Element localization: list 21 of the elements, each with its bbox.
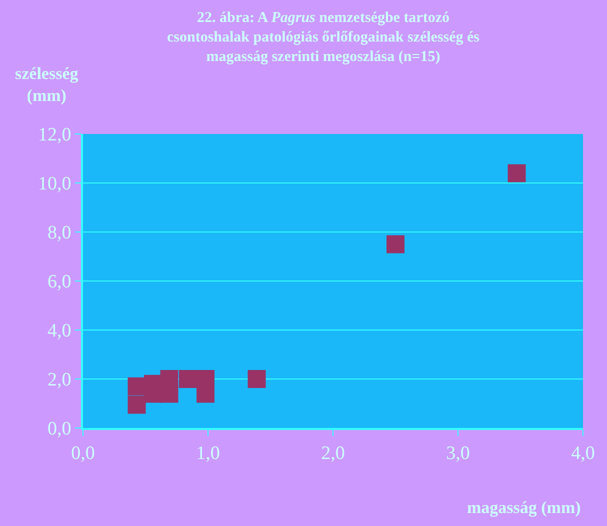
y-tick-label: 6,0 [47,272,72,293]
x-tick-label: 3,0 [446,442,470,464]
point [248,370,266,388]
point [179,370,197,388]
point [128,396,146,414]
x-tick-label: 0,0 [71,442,95,464]
x-axis-title: magasság (mm) [467,498,581,517]
y-tick-label: 8,0 [47,222,72,244]
point [386,235,404,254]
y-tick-label: 0,0 [47,418,72,440]
y-tick-label: 10,0 [38,174,72,195]
point [508,164,526,182]
y-tick-label: 2,0 [47,370,72,391]
point [160,384,178,403]
chart-title: 22. ábra: A Pagrus nemzetségbe tartozó csontoshalak patológiás őrlőfogainak szélesség és magasság szerinti megoszlása (n=15) [167,10,480,65]
y-axis-title: szélesség (mm) [15,64,79,106]
x-tick-label: 2,0 [321,442,345,464]
y-tick-label: 12,0 [38,124,72,146]
x-tick-label: 1,0 [196,442,220,464]
x-tick-label: 4,0 [571,442,595,464]
y-tick-label: 4,0 [47,320,72,342]
